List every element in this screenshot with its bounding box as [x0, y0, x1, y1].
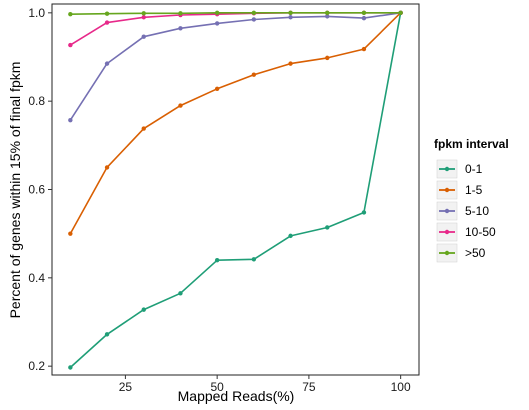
data-point: [68, 117, 73, 123]
data-point: [68, 42, 73, 48]
series-line: [70, 12, 401, 15]
data-point: [178, 26, 183, 31]
y-tick-label: 0.8: [28, 94, 45, 108]
data-point: [251, 17, 257, 22]
data-point: [214, 21, 220, 26]
data-point: [361, 210, 367, 215]
legend-key-point: [444, 208, 450, 214]
data-point: [104, 332, 110, 337]
x-tick-label: 100: [391, 380, 411, 394]
series-line: [69, 12, 402, 369]
data-point: [361, 10, 367, 16]
x-tick-label: 50: [210, 380, 224, 394]
legend-title: fpkm interval: [434, 137, 509, 151]
data-point: [141, 307, 146, 312]
data-point: [104, 11, 110, 16]
legend-key-point: [444, 229, 450, 235]
data-point: [251, 10, 257, 16]
legend-item-0-1: 0-1: [436, 159, 483, 179]
data-point: [141, 126, 146, 131]
series-5-10: [68, 10, 403, 123]
data-point: [178, 291, 183, 296]
legend-label: >50: [465, 246, 486, 260]
legend-item-10-50: 10-50: [436, 222, 496, 242]
data-point: [104, 20, 110, 25]
data-point: [141, 11, 146, 16]
data-point: [178, 11, 183, 16]
data-point: [361, 46, 367, 52]
series-line: [69, 12, 402, 235]
series-50: [68, 10, 403, 17]
y-tick-label: 0.2: [28, 359, 45, 373]
legend-item-50: >50: [436, 243, 486, 263]
data-point: [288, 15, 293, 20]
legend-key-point: [444, 166, 450, 172]
data-point: [141, 34, 146, 39]
legend-item-1-5: 1-5: [436, 180, 483, 200]
y-axis-title: Percent of genes within 15% of final fpk…: [7, 62, 23, 319]
data-point: [288, 61, 293, 66]
legend-key-point: [444, 187, 450, 193]
y-tick-label: 0.4: [28, 271, 45, 285]
series-1-5: [68, 10, 403, 236]
legend-label: 1-5: [465, 183, 483, 197]
x-tick-label: 75: [302, 380, 316, 394]
data-point: [251, 72, 257, 77]
legend-label: 10-50: [465, 225, 496, 239]
data-point: [325, 225, 330, 230]
x-axis: 25 50 75 100: [119, 375, 411, 394]
data-point: [214, 257, 220, 263]
data-point: [325, 14, 330, 19]
x-tick-label: 25: [119, 380, 133, 394]
y-axis: 0.2 0.4 0.6 0.8 1.0: [28, 6, 52, 373]
data-point: [104, 61, 110, 66]
legend-item-5-10: 5-10: [436, 201, 489, 221]
x-axis-title: Mapped Reads(%): [178, 388, 295, 404]
plot-panel: [51, 3, 420, 376]
data-point: [68, 365, 73, 370]
data-point: [214, 10, 220, 16]
legend-key-point: [444, 250, 450, 256]
legend-label: 5-10: [465, 204, 489, 218]
data-point: [398, 10, 403, 16]
data-point: [178, 103, 183, 108]
legend-label: 0-1: [465, 162, 483, 176]
y-tick-label: 1.0: [28, 6, 45, 20]
series-line: [69, 12, 401, 121]
data-point: [288, 10, 293, 16]
data-point: [361, 15, 367, 21]
data-point: [288, 233, 293, 239]
series-layer: [68, 10, 403, 370]
data-point: [68, 11, 73, 17]
data-point: [325, 10, 330, 16]
data-point: [68, 231, 73, 236]
data-point: [325, 55, 330, 61]
data-point: [141, 15, 146, 20]
data-point: [214, 86, 220, 92]
legend: fpkm interval 0-1 1-5 5-10 10-50 >50: [434, 137, 509, 263]
y-tick-label: 0.6: [28, 183, 45, 197]
data-point: [104, 165, 110, 170]
data-point: [251, 257, 257, 262]
